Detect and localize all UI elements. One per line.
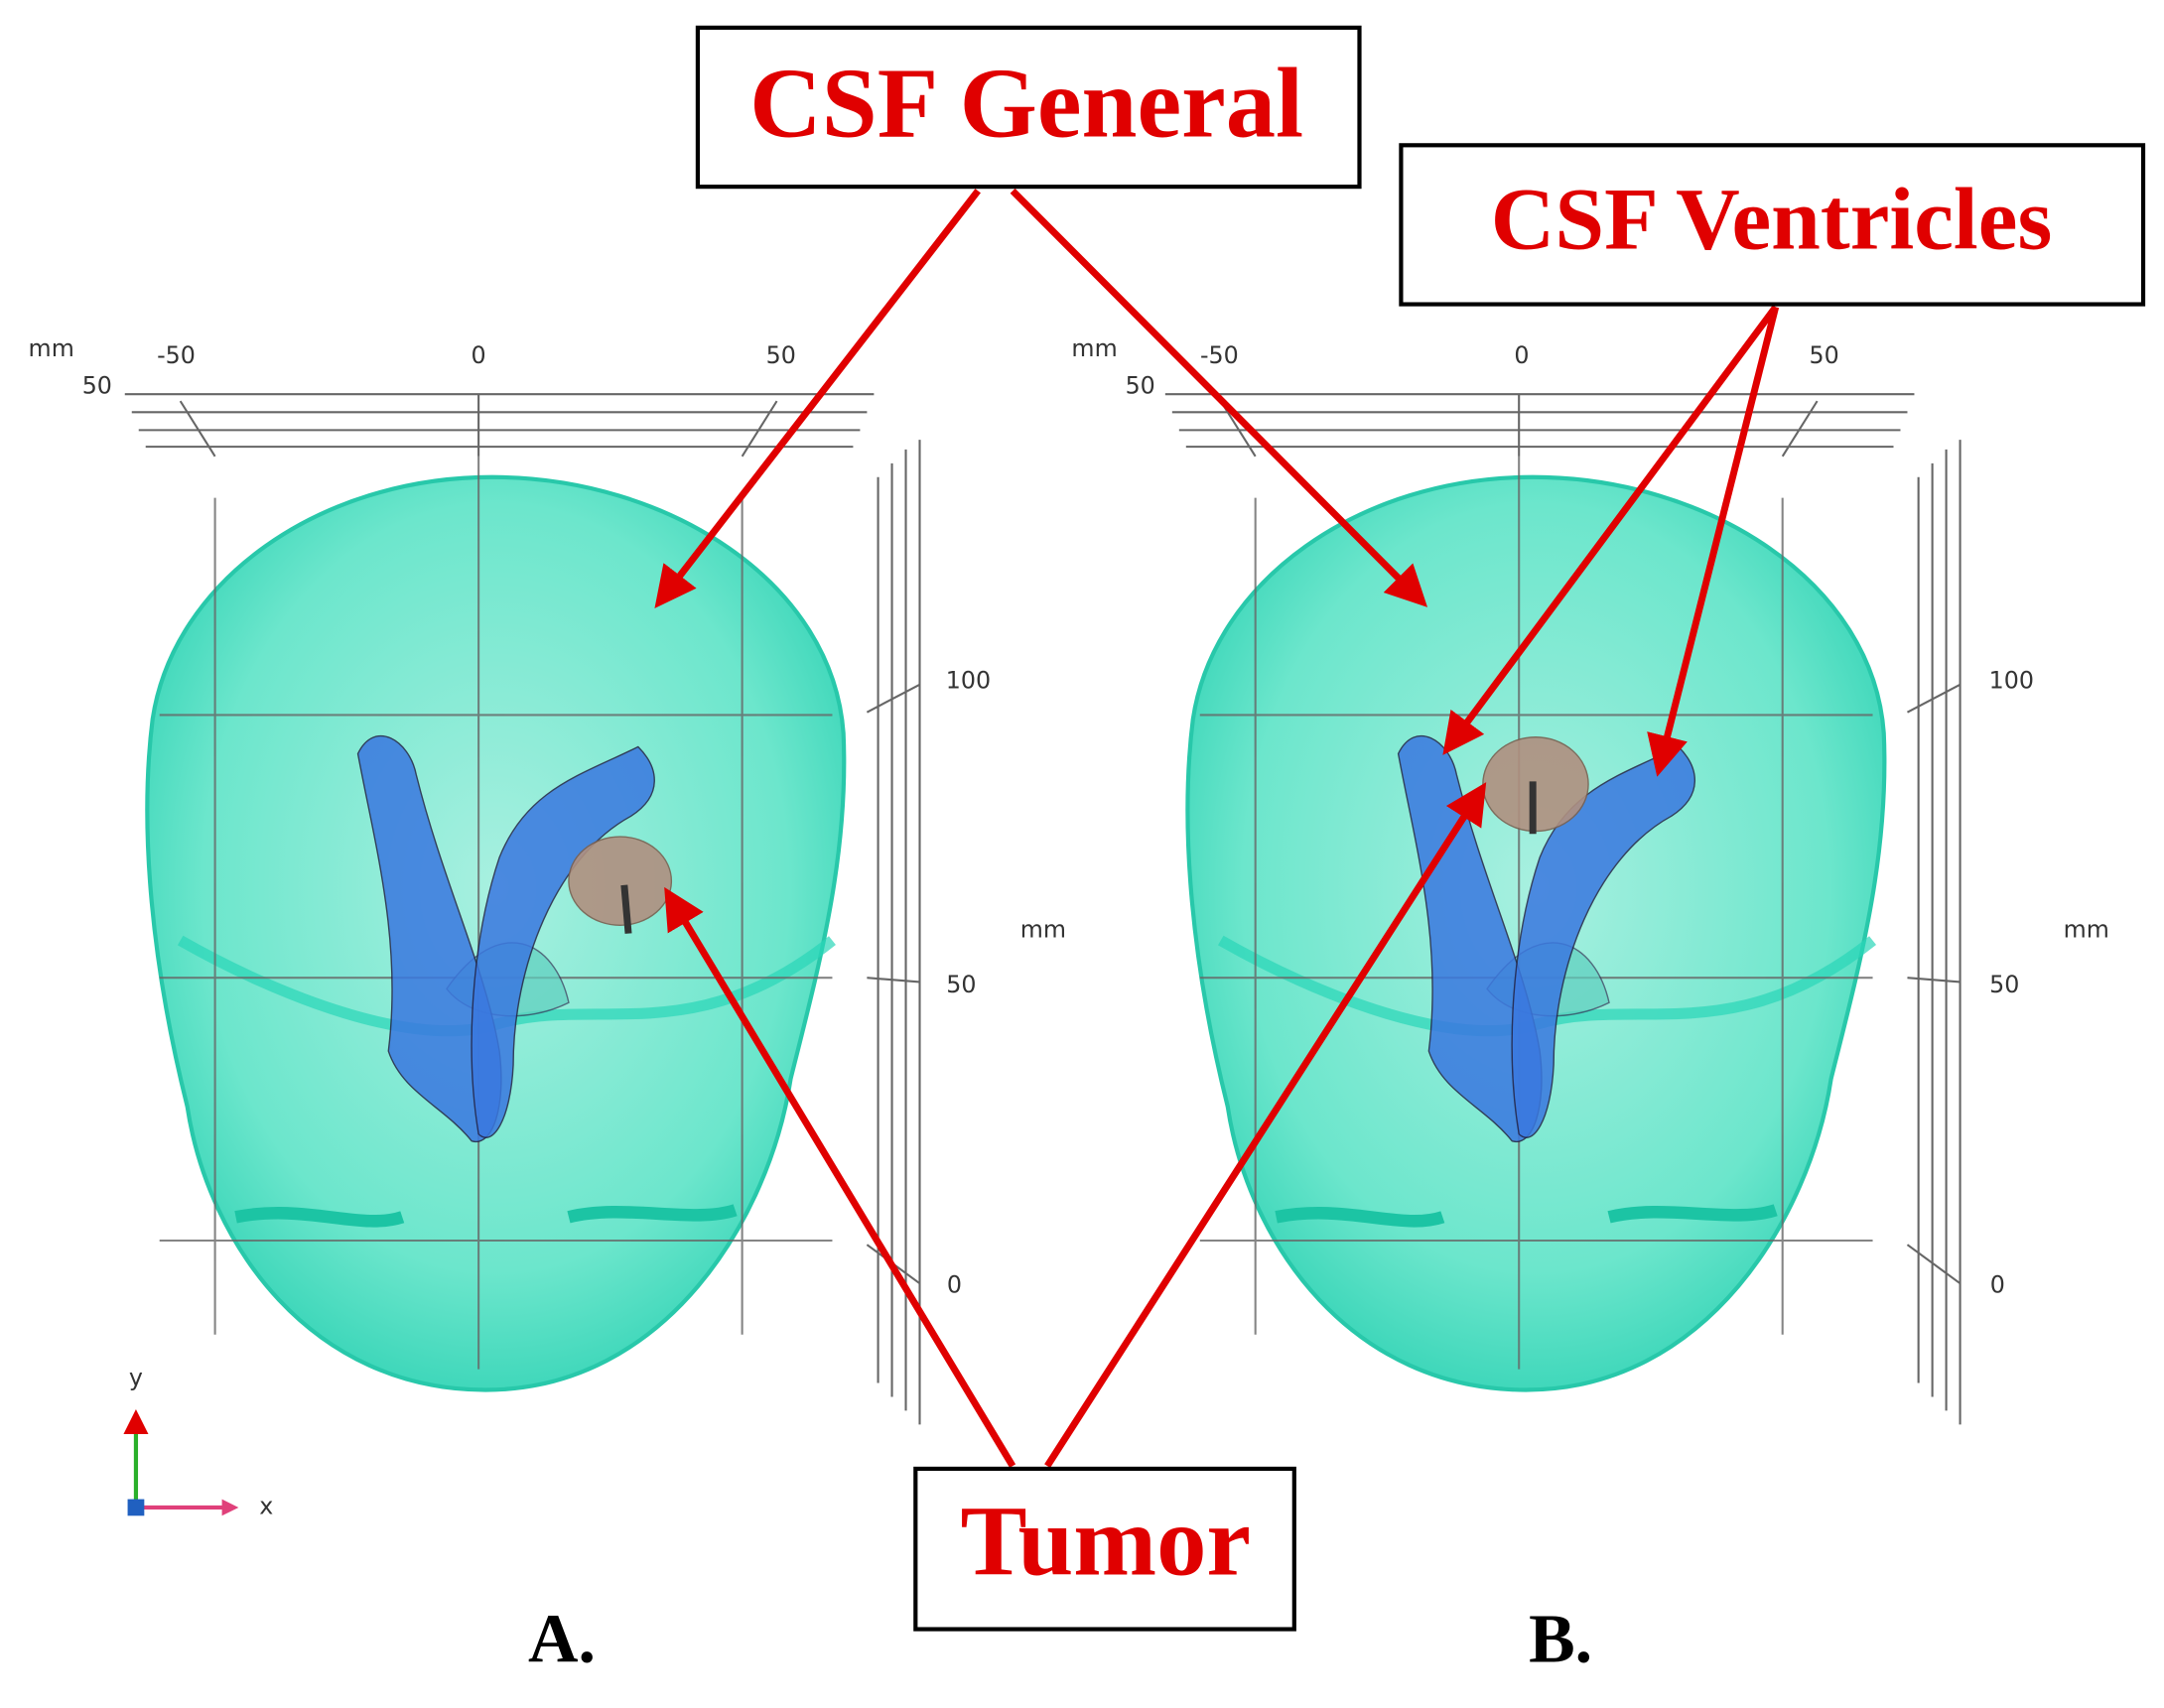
panel-label: B. [1529,1601,1592,1677]
tumor-a [568,836,673,934]
arrows [654,188,1780,1469]
y-tick-label: 0 [947,1270,962,1298]
triad: y x [123,1364,273,1519]
y-tick-label: 100 [1989,667,2034,695]
x-unit: mm [1071,334,1117,362]
y-tick-label: 100 [946,667,991,695]
x-unit: mm [29,334,74,362]
x-tick-label: 50 [1810,341,1839,369]
x-tick-label: 0 [1514,341,1529,369]
x-tick-label: 50 [766,341,796,369]
model-a [125,394,920,1424]
csf-general-label: CSF General [749,47,1303,158]
x-tick-label: -50 [157,341,196,369]
y-tick-label: 50 [946,971,976,998]
tumor-label: Tumor [960,1486,1251,1597]
y-tick-label: 0 [1990,1270,2005,1298]
z-tick: 50 [1126,372,1155,400]
panel-label: A. [528,1601,596,1677]
y-tick-label: 50 [1989,971,2019,998]
label-box [1399,143,2146,307]
label-box [913,1466,1296,1632]
x-tick-label: 0 [472,341,486,369]
z-tick: 50 [82,372,112,400]
y-unit: mm [2064,915,2109,943]
x-tick-label: -50 [1200,341,1239,369]
y-unit: mm [1020,915,1066,943]
model-b [1165,394,1961,1424]
triad-x: x [259,1492,273,1519]
triad-y: y [129,1364,143,1391]
label-box [695,25,1362,190]
csf-ventricles-label: CSF Ventricles [1491,171,2052,269]
